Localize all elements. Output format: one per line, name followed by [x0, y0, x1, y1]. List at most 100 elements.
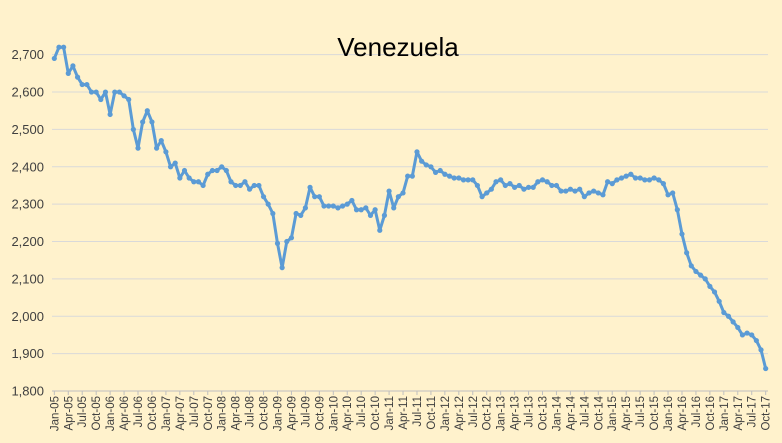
- data-point: [470, 177, 476, 183]
- data-point: [758, 347, 764, 353]
- x-tick-label: Jul-05: [77, 396, 89, 427]
- data-point: [65, 70, 71, 76]
- data-point: [367, 212, 374, 218]
- x-tick-label: Jul-16: [691, 396, 703, 427]
- data-point: [205, 171, 211, 177]
- data-point: [61, 44, 67, 50]
- data-point: [702, 276, 708, 282]
- data-point: [586, 190, 592, 196]
- data-point: [753, 337, 759, 344]
- data-point: [237, 182, 243, 189]
- data-point: [567, 186, 574, 192]
- data-point: [516, 182, 522, 189]
- x-tick-label: Oct-11: [426, 396, 438, 430]
- data-point: [642, 177, 648, 183]
- data-point: [581, 194, 587, 200]
- y-tick-label: 2,000: [11, 309, 44, 324]
- data-point: [288, 235, 295, 241]
- data-point: [437, 167, 443, 174]
- data-point: [549, 182, 555, 189]
- data-point: [260, 194, 267, 200]
- data-point: [265, 201, 271, 207]
- data-point: [321, 203, 327, 209]
- data-point: [307, 184, 313, 190]
- data-point: [553, 182, 560, 189]
- data-point: [391, 205, 397, 211]
- data-point: [298, 212, 304, 218]
- data-point: [223, 167, 229, 174]
- x-tick-label: Oct-09: [314, 396, 326, 431]
- x-tick-label: Jul-10: [356, 396, 368, 427]
- data-point: [507, 181, 513, 187]
- x-tick-label: Jul-06: [133, 396, 145, 427]
- x-tick-label: Jan-17: [719, 396, 731, 431]
- x-tick-label: Jul-11: [412, 396, 424, 426]
- data-point: [749, 332, 755, 338]
- data-point: [530, 184, 536, 190]
- data-point: [70, 63, 76, 69]
- x-tick-label: Apr-09: [286, 396, 298, 431]
- x-tick-label: Oct-06: [147, 396, 159, 431]
- x-tick-label: Jan-16: [663, 396, 675, 431]
- data-point: [414, 149, 420, 155]
- data-point: [316, 194, 322, 200]
- data-point: [474, 182, 481, 189]
- data-point: [335, 205, 341, 211]
- x-tick-label: Oct-16: [705, 396, 717, 431]
- data-point: [279, 265, 285, 271]
- x-tick-label: Apr-06: [119, 396, 131, 431]
- x-tick-label: Jan-05: [49, 396, 61, 431]
- data-point: [618, 175, 625, 181]
- y-tick-label: 2,600: [11, 85, 44, 100]
- data-point: [688, 263, 694, 269]
- data-point: [121, 93, 127, 99]
- data-point: [679, 231, 685, 237]
- data-point: [419, 158, 425, 164]
- data-point: [242, 179, 248, 185]
- data-point: [572, 188, 578, 194]
- data-point: [270, 210, 276, 217]
- data-point: [721, 309, 727, 316]
- data-point: [186, 175, 192, 181]
- data-point: [446, 173, 453, 179]
- data-point: [409, 173, 415, 179]
- series-line: [52, 45, 768, 371]
- data-point: [465, 177, 471, 183]
- y-tick-label: 2,200: [11, 234, 44, 249]
- x-tick-label: Oct-15: [649, 396, 661, 431]
- x-tick-label: Jan-07: [161, 396, 173, 431]
- data-point: [442, 171, 448, 177]
- x-tick-label: Jul-14: [579, 395, 591, 427]
- data-point: [521, 186, 527, 192]
- data-point: [140, 119, 146, 125]
- x-tick-label: Apr-15: [621, 396, 633, 431]
- data-point: [493, 179, 499, 185]
- data-point: [498, 177, 504, 183]
- x-tick-label: Oct-12: [482, 396, 494, 431]
- data-point: [149, 119, 155, 125]
- data-point: [246, 186, 253, 192]
- data-point: [56, 44, 62, 50]
- x-tick-label: Oct-07: [203, 396, 215, 431]
- data-point: [535, 179, 541, 185]
- data-point: [339, 203, 346, 209]
- data-point: [484, 190, 490, 196]
- data-point: [595, 190, 601, 196]
- data-point: [251, 182, 257, 189]
- x-tick-label: Apr-05: [63, 396, 75, 431]
- x-tick-label: Jan-11: [384, 396, 396, 430]
- x-tick-label: Jul-08: [245, 396, 257, 427]
- x-tick-label: Jan-15: [607, 396, 619, 431]
- x-tick-label: Oct-17: [761, 396, 773, 431]
- data-point: [405, 173, 411, 179]
- data-point: [591, 188, 597, 194]
- y-tick-label: 2,100: [11, 271, 44, 286]
- data-point: [763, 365, 769, 372]
- x-tick-label: Oct-08: [259, 396, 271, 431]
- data-point: [98, 96, 104, 103]
- x-tick-label: Jan-14: [551, 395, 563, 431]
- data-point: [558, 188, 564, 194]
- data-point: [172, 160, 178, 166]
- data-point: [135, 145, 141, 151]
